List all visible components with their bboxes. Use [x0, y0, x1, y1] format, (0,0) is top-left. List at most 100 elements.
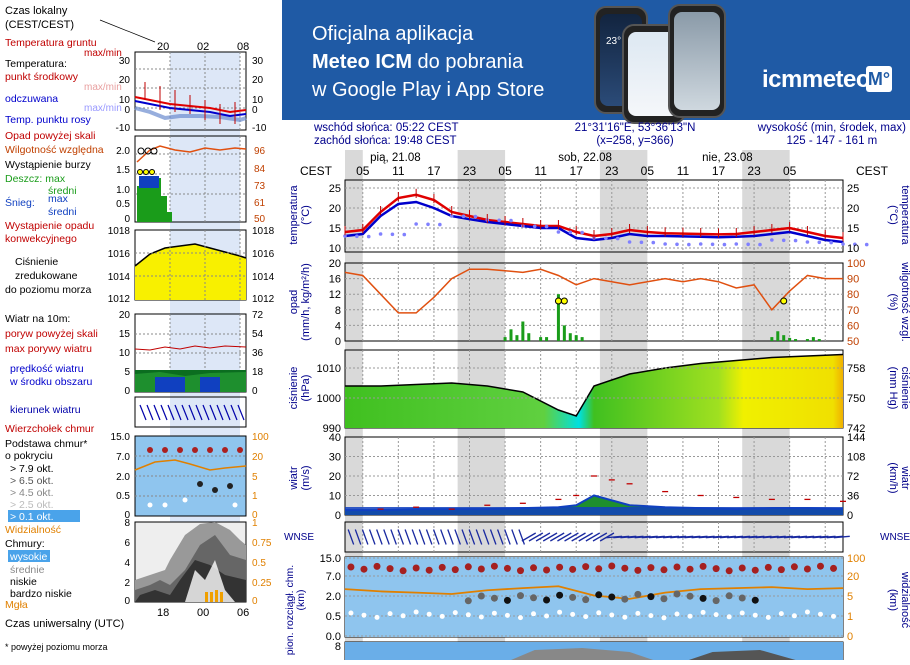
cloudtop-dot [347, 563, 355, 571]
legend-temp-tick: 10 [119, 95, 131, 106]
legend-cb-o79: > 7.9 okt. [10, 463, 54, 475]
cloudbase-dot [530, 594, 538, 602]
precip-rlabel2: wilgotność wzgl. [899, 261, 910, 341]
wind-arrow [518, 529, 526, 545]
lowcloud-dot [400, 613, 406, 619]
precip-tick: 12 [329, 289, 341, 301]
legend-cb-rtick: 0 [252, 510, 258, 521]
legend-cb-o65: > 6.5 okt. [10, 475, 54, 487]
lowcloud-dot [817, 611, 823, 617]
legend-cl-title: Chmury: [5, 538, 45, 550]
cloudbase-dot [699, 594, 707, 602]
press-rtick: 750 [847, 393, 865, 405]
lowcloud-dot [661, 615, 667, 621]
promo-line1: Oficjalna aplikacja [312, 23, 474, 45]
dewpoint-dot [414, 222, 418, 226]
promo-line2-bold: Meteo ICM [312, 51, 412, 73]
lowcloud-dot [531, 611, 537, 617]
hour-label: 17 [712, 164, 726, 178]
cloudtop-dot [582, 563, 590, 571]
legend-wind-tick: 15 [119, 329, 131, 340]
press-ylabel2: (hPa) [300, 375, 312, 402]
temp-rlabel2: (°C) [887, 205, 899, 225]
wind-rlabel2: wiatr [899, 465, 910, 490]
elevation-values: 125 - 147 - 161 m [786, 135, 878, 147]
legend-cb-vis: Widzialność [5, 524, 61, 536]
rain-bar [556, 294, 560, 341]
legend-wind-tick: 5 [124, 367, 130, 378]
cloudbase-chart [344, 557, 844, 637]
legend-wind-rtick: 18 [252, 367, 264, 378]
wind-rtick: 144 [847, 432, 865, 444]
legend-temp-panel: 30 20 10 0 -10 30 20 10 0 -10 [116, 51, 267, 134]
dewpoint-dot [343, 234, 347, 238]
legend-wind-rtick: 54 [252, 329, 264, 340]
rain-bar [503, 337, 507, 341]
axis-labels: temperatura (°C) (°C) temperatura opad (… [284, 184, 910, 655]
dewpoint-dot [532, 224, 537, 229]
legend-temp-mid2: max/min [84, 82, 122, 93]
promo-line2-rest: do pobrania [412, 51, 524, 73]
cloudtop-dot [725, 567, 733, 575]
legend-precip-rtick: 84 [254, 164, 266, 175]
dewpoint-dot [449, 214, 454, 218]
press-tick: 990 [323, 423, 341, 435]
cloudtop-dot [503, 564, 511, 572]
pressure-line [345, 353, 844, 417]
dewpoint-dot [841, 242, 845, 246]
hour-label: 23 [747, 164, 761, 178]
legend-temp-tick: -10 [116, 123, 131, 134]
day-label: pią, 21.08 [370, 152, 421, 164]
lowcloud-dot [765, 614, 771, 620]
legend-precip-over: Opad powyżej skali [5, 130, 95, 142]
precipitation-chart [344, 268, 843, 341]
cloudtop-dot [477, 565, 485, 573]
dewpoint-dot [639, 240, 644, 245]
lowcloud-dot [674, 611, 680, 617]
legend-temp-title: Temperatura: [5, 58, 67, 70]
wind-arrow [475, 529, 483, 545]
promo-line3: w Google Play i App Store [312, 79, 545, 101]
wind-arrow [468, 529, 476, 545]
dewpoint-dot [746, 242, 750, 247]
hum-tick: 50 [847, 336, 859, 348]
lowcloud-dot [726, 614, 732, 620]
legend-temp-rtick: -10 [252, 123, 267, 134]
legend-wind-gust-max: max porywy wiatru [5, 343, 92, 355]
legend-cb-rtick: 1 [252, 491, 258, 502]
precip-rlabel1: (%) [887, 293, 899, 310]
cloudbase-dot [673, 590, 681, 598]
cloudbase-dot [569, 593, 577, 601]
cloud-tick: 7.0 [326, 571, 341, 583]
cloud-tick: 0.0 [326, 631, 341, 643]
dewpoint-dot [544, 224, 549, 229]
hour-label: 05 [783, 164, 797, 178]
hum-tick: 70 [847, 305, 859, 317]
bottom-tick: 8 [335, 641, 341, 653]
pressure-chart [345, 353, 844, 428]
wind-arrow [571, 532, 586, 542]
legend-wind-tick: 0 [124, 386, 130, 397]
legend-precip-tick: 2.0 [116, 146, 130, 157]
cloudtop-dot [608, 562, 616, 570]
dewpoint-dot [580, 230, 584, 235]
dewpoint-dot [426, 222, 430, 227]
legend-press-tick: 1016 [108, 249, 131, 260]
legend-cb-tick: 7.0 [116, 452, 130, 463]
cloudbase-dot [608, 593, 616, 601]
lowcloud-dot [831, 613, 837, 619]
wind-arrow [557, 532, 572, 542]
dewpoint-dot [805, 240, 810, 244]
legend-temp-mid: punkt środkowy [5, 71, 79, 83]
rain-bar [776, 331, 780, 341]
cloudtop-dot [790, 563, 798, 571]
app-promo-banner[interactable]: Oficjalna aplikacja Meteo ICM do pobrani… [282, 0, 910, 124]
legend-temp-rtick: 10 [252, 95, 264, 106]
wind-direction-row [347, 529, 850, 545]
lowcloud-dot [596, 610, 602, 616]
wind-arrow [425, 529, 433, 545]
legend-panel: Czas lokalny (CEST/CEST) 20 02 08 30 20 … [0, 0, 280, 660]
legend-press-l2: zredukowane [15, 270, 78, 282]
wind-rtick: 108 [847, 452, 865, 464]
